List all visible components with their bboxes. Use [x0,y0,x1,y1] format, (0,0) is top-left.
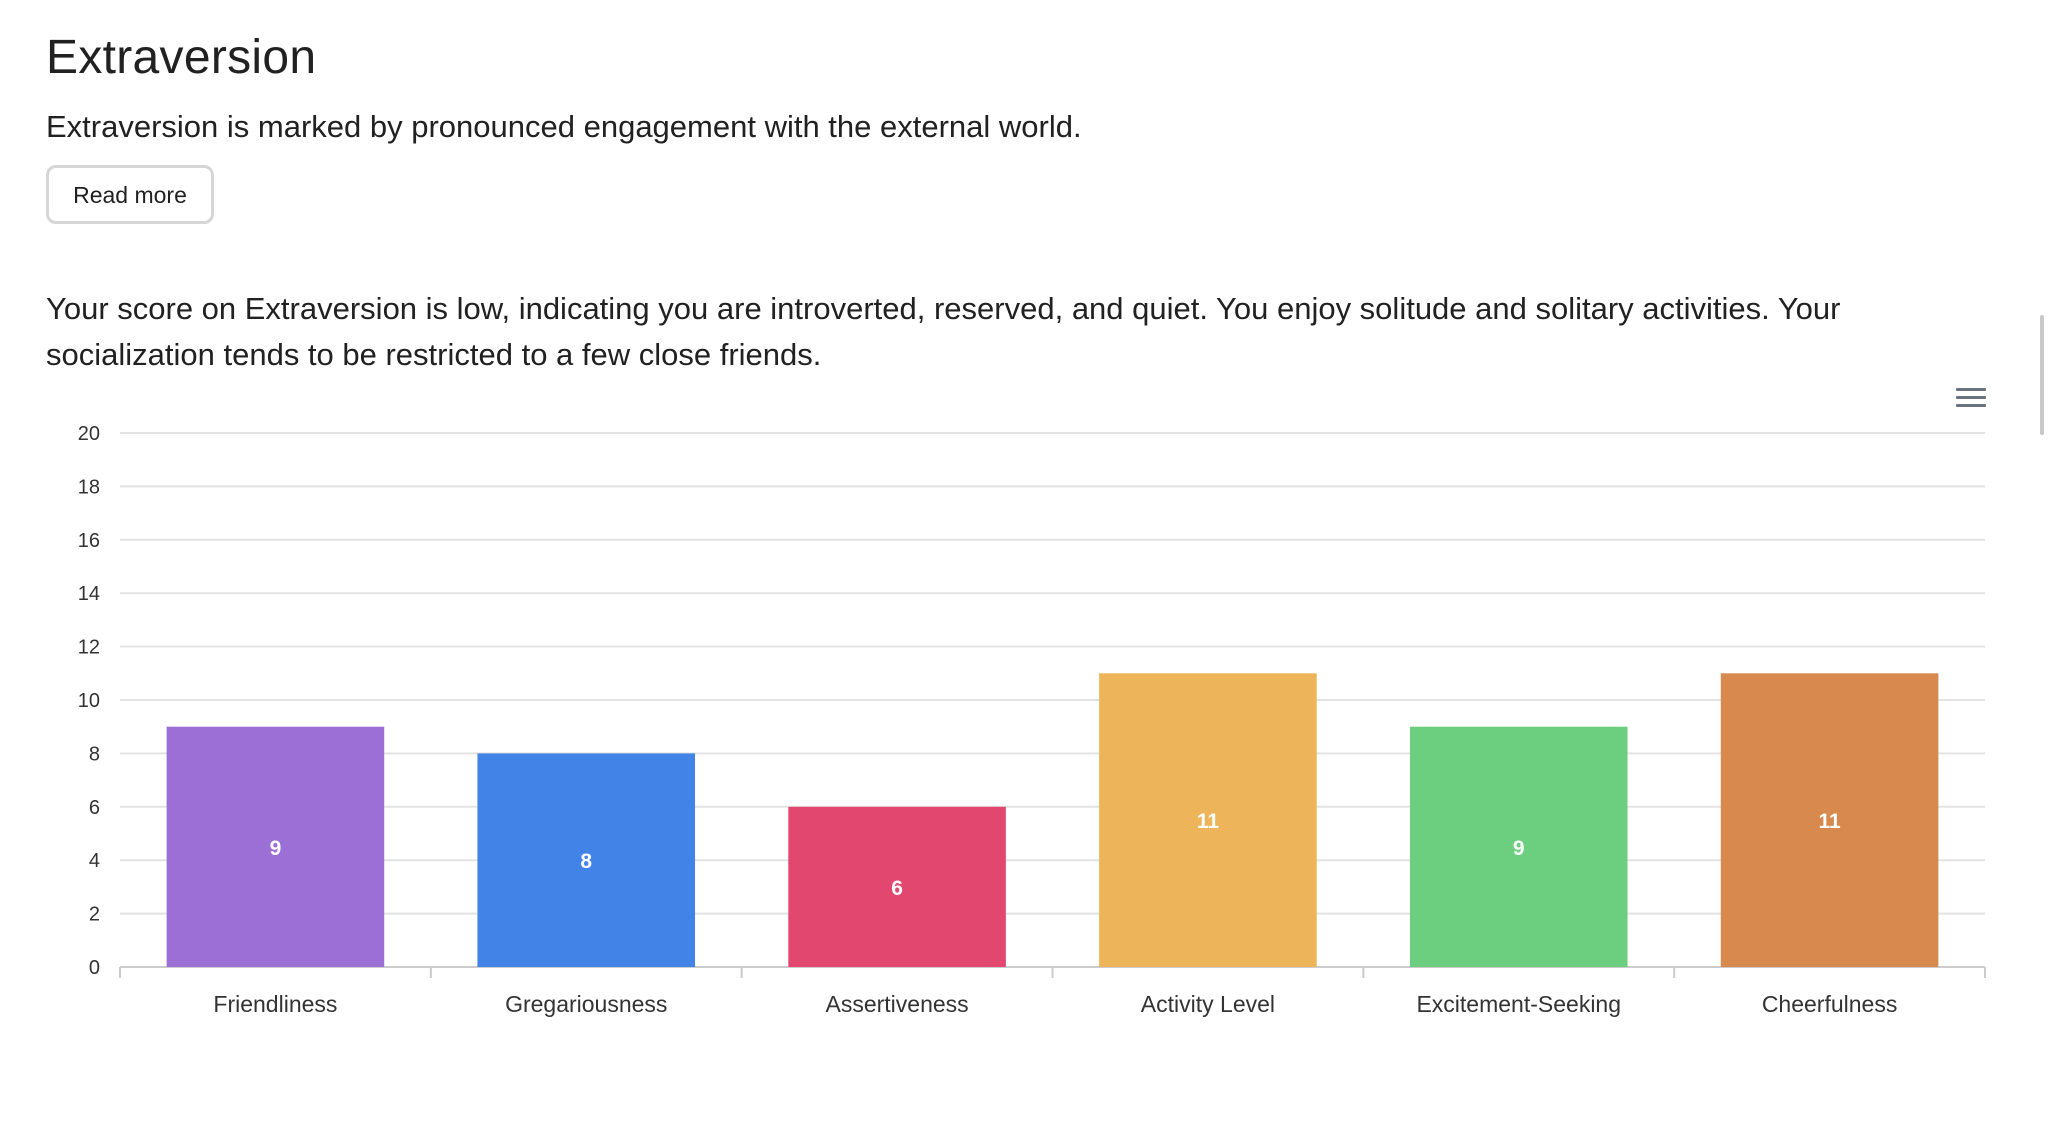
bar[interactable] [1720,673,1939,967]
bar-value-label: 8 [580,850,592,873]
y-tick-label: 0 [89,957,100,979]
bar-value-label: 11 [1818,810,1841,833]
score-description: Your score on Extraversion is low, indic… [46,291,1841,372]
hamburger-menu-icon[interactable] [1954,384,1988,414]
x-category-label: Cheerfulness [1762,991,1898,1017]
y-tick-label: 10 [78,690,100,712]
chart-grid [119,432,1986,978]
scrollbar[interactable] [2040,315,2044,435]
x-category-label: Gregariousness [505,991,667,1017]
page-title: Extraversion [46,31,317,84]
y-tick-label: 12 [78,637,100,659]
chart-bars [166,673,1939,967]
x-category-label: Activity Level [1141,991,1275,1017]
y-tick-label: 20 [78,423,100,445]
y-tick-label: 4 [89,850,100,872]
bar[interactable] [1099,673,1317,967]
bar-value-label: 11 [1197,810,1220,833]
y-tick-label: 2 [89,904,100,926]
bar-value-label: 9 [1513,837,1525,860]
bar[interactable] [788,806,1006,967]
read-more-button[interactable]: Read more [46,165,214,224]
y-tick-label: 18 [78,476,100,498]
section-intro: Extraversion is marked by pronounced eng… [46,109,1082,144]
y-tick-label: 16 [78,530,100,552]
x-category-label: Friendliness [213,991,337,1017]
bar-value-label: 6 [891,877,903,900]
x-category-label: Assertiveness [825,991,968,1017]
bar[interactable] [477,753,696,967]
y-tick-label: 6 [89,797,100,819]
bar[interactable] [1409,726,1628,967]
bar-value-label: 9 [270,837,282,860]
x-category-label: Excitement-Seeking [1416,991,1621,1017]
y-tick-label: 8 [89,743,100,765]
bar[interactable] [166,726,385,967]
y-tick-label: 14 [78,583,100,605]
chart-labels: 0 2 4 6 8 10 12 14 16 18 20 9 Friendliness 8 Gregariou… [78,423,1898,1017]
